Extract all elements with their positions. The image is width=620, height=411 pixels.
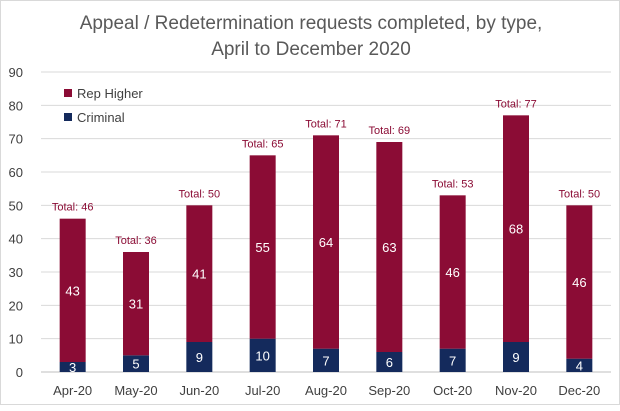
- y-tick-label: 80: [9, 98, 23, 113]
- data-label-criminal: 9: [196, 350, 203, 365]
- y-tick-label: 90: [9, 65, 23, 80]
- bar-rep-higher: [59, 218, 86, 362]
- y-tick-label: 60: [9, 165, 23, 180]
- data-label-criminal: 5: [132, 357, 139, 372]
- data-label-rep-higher: 55: [255, 240, 269, 255]
- data-label-criminal: 3: [69, 360, 76, 375]
- bar-criminal: [249, 338, 276, 372]
- total-label: Total: 46: [52, 202, 94, 214]
- x-tick-label: Oct-20: [433, 383, 472, 398]
- legend-label-criminal: Criminal: [77, 110, 125, 125]
- x-tick-label: Aug-20: [305, 383, 347, 398]
- bar-criminal: [439, 348, 466, 372]
- data-label-rep-higher: 64: [319, 235, 333, 250]
- bar-criminal: [566, 358, 593, 372]
- data-label-criminal: 6: [386, 355, 393, 370]
- bar-rep-higher: [186, 205, 213, 342]
- x-tick-label: Jun-20: [179, 383, 219, 398]
- bar-rep-higher: [313, 135, 339, 349]
- bar-criminal: [376, 352, 403, 372]
- chart-title-line-2: April to December 2020: [211, 39, 411, 60]
- data-label-rep-higher: 46: [572, 275, 586, 290]
- x-tick-label: Nov-20: [495, 383, 537, 398]
- y-tick-label: 20: [9, 298, 23, 313]
- data-label-rep-higher: 43: [65, 283, 79, 298]
- bar-rep-higher: [503, 115, 529, 342]
- data-label-criminal: 10: [255, 348, 269, 363]
- y-tick-label: 30: [9, 265, 23, 280]
- bar-criminal: [503, 342, 529, 372]
- data-label-rep-higher: 41: [192, 267, 206, 282]
- total-label: Total: 77: [495, 98, 537, 110]
- labels: 0 10 20 30 40 50 60 70 80 90 3 43 Total: 46 Apr-20 5 31…: [9, 65, 601, 398]
- total-label: Total: 36: [115, 235, 157, 247]
- y-tick-label: 50: [9, 198, 23, 213]
- y-tick-label: 70: [9, 132, 23, 147]
- data-label-rep-higher: 31: [129, 297, 143, 312]
- legend-swatch-criminal: [64, 113, 72, 121]
- legend-label-rep-higher: Rep Higher: [77, 86, 143, 101]
- chart-title-line-1: Appeal / Redetermination requests comple…: [80, 13, 543, 34]
- legend: Rep Higher Criminal: [64, 86, 143, 125]
- total-label: Total: 53: [432, 178, 474, 190]
- data-label-rep-higher: 68: [509, 222, 523, 237]
- bar-rep-higher: [249, 155, 276, 339]
- data-label-criminal: 9: [512, 350, 519, 365]
- bar-rep-higher: [376, 142, 403, 352]
- y-tick-label: 0: [16, 365, 23, 380]
- x-tick-label: Apr-20: [53, 383, 92, 398]
- total-label: Total: 50: [179, 188, 221, 200]
- total-label: Total: 65: [242, 138, 284, 150]
- bar-rep-higher: [566, 205, 593, 359]
- data-label-rep-higher: 63: [382, 240, 396, 255]
- x-tick-label: Jul-20: [245, 383, 280, 398]
- bar-rep-higher: [123, 252, 149, 356]
- y-tick-label: 10: [9, 332, 23, 347]
- x-tick-label: Dec-20: [558, 383, 600, 398]
- bar-criminal: [59, 362, 86, 372]
- bar-rep-higher: [439, 195, 466, 349]
- total-label: Total: 50: [559, 188, 601, 200]
- data-label-criminal: 7: [449, 353, 456, 368]
- total-label: Total: 71: [305, 118, 347, 130]
- bar-criminal: [186, 342, 213, 372]
- data-label-criminal: 4: [576, 358, 583, 373]
- bar-criminal: [313, 348, 339, 372]
- bar-criminal: [123, 355, 149, 372]
- legend-swatch-rep-higher: [64, 89, 72, 97]
- x-tick-label: May-20: [114, 383, 157, 398]
- y-tick-label: 40: [9, 232, 23, 247]
- bars: [59, 115, 593, 372]
- data-label-criminal: 7: [322, 353, 329, 368]
- data-label-rep-higher: 46: [445, 265, 459, 280]
- x-tick-label: Sep-20: [368, 383, 410, 398]
- total-label: Total: 69: [369, 125, 411, 137]
